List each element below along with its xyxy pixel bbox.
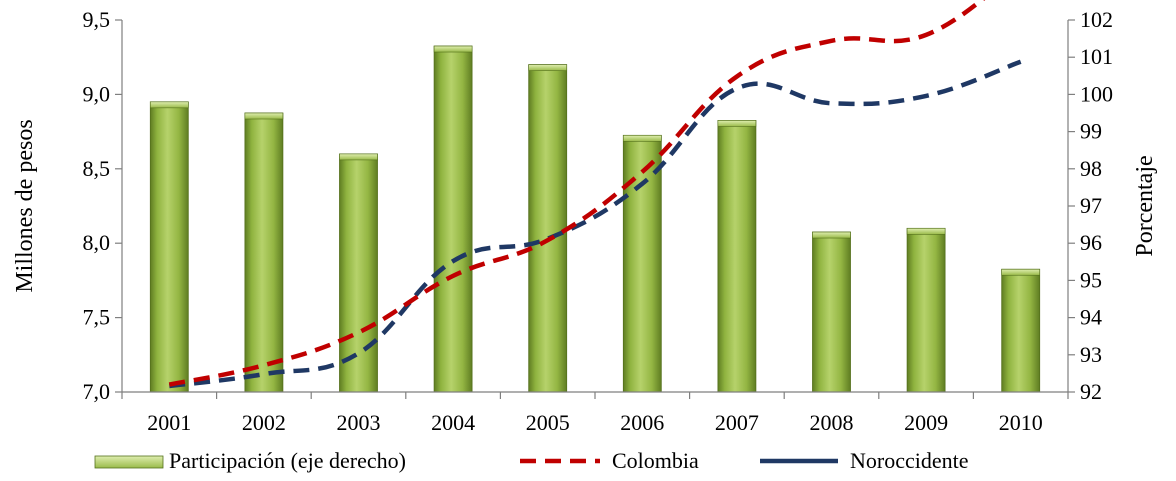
line-noroccidente xyxy=(169,59,1022,389)
x-tick-label: 2005 xyxy=(526,410,570,435)
right-tick-label: 95 xyxy=(1080,267,1102,292)
legend-item-participacion: Participación (eje derecho) xyxy=(94,448,406,473)
legend: Participación (eje derecho) Colombia Noroc… xyxy=(94,448,969,473)
bar-2010 xyxy=(1001,268,1041,393)
x-tick-label: 2006 xyxy=(620,410,664,435)
bar-2009 xyxy=(906,227,946,393)
bar-top xyxy=(528,64,568,71)
bar-2001 xyxy=(149,101,189,393)
x-tick-label: 2001 xyxy=(147,410,191,435)
legend-item-noroccidente: Noroccidente xyxy=(760,448,969,473)
right-tick-label: 102 xyxy=(1080,7,1113,32)
legend-label: Participación (eje derecho) xyxy=(169,448,406,473)
bar-top xyxy=(717,120,757,127)
left-tick-label: 8,5 xyxy=(83,156,111,181)
right-tick-label: 97 xyxy=(1080,193,1102,218)
bar-2004 xyxy=(433,45,473,393)
legend-label: Noroccidente xyxy=(850,448,969,473)
line-colombia xyxy=(168,0,986,387)
x-tick-label: 2002 xyxy=(242,410,286,435)
right-tick-label: 100 xyxy=(1080,81,1113,106)
bar-top xyxy=(433,45,473,53)
bar-body xyxy=(622,134,662,393)
bar-top xyxy=(622,135,662,142)
x-tick-label: 2004 xyxy=(431,410,475,435)
legend-item-colombia: Colombia xyxy=(520,448,699,473)
left-tick-label: 9,0 xyxy=(83,81,111,106)
legend-label: Colombia xyxy=(612,448,699,473)
right-tick-label: 101 xyxy=(1080,44,1113,69)
bar-body xyxy=(717,120,757,393)
right-axis-title: Porcentaje xyxy=(1132,155,1158,256)
x-tick-label: 2008 xyxy=(810,410,854,435)
bar-top xyxy=(812,231,851,239)
right-tick-label: 96 xyxy=(1080,230,1102,255)
bar-2005 xyxy=(528,64,568,393)
bar-body xyxy=(244,112,284,393)
bar-body xyxy=(149,101,189,393)
bar-top xyxy=(906,228,946,235)
bar-top xyxy=(339,153,378,161)
left-tick-label: 9,5 xyxy=(83,7,111,32)
bar-2006 xyxy=(622,134,662,393)
left-tick-label: 7,5 xyxy=(83,305,111,330)
right-tick-label: 92 xyxy=(1080,379,1102,404)
bar-body xyxy=(906,227,946,393)
bar-body xyxy=(812,231,851,393)
axes-layer: 7,0 7,5 8,0 8,5 9,0 9,5 92 93 94 95 96 97 98 99 100 101… xyxy=(12,7,1158,435)
right-tick-label: 93 xyxy=(1080,342,1102,367)
bar-body xyxy=(433,45,473,393)
bar-2003 xyxy=(339,153,378,393)
bar-body xyxy=(339,153,378,393)
bar-2008 xyxy=(812,231,851,393)
bars-layer xyxy=(149,45,1041,393)
right-tick-label: 98 xyxy=(1080,156,1102,181)
left-tick-label: 7,0 xyxy=(83,379,111,404)
left-tick-label: 8,0 xyxy=(83,230,111,255)
lines-layer xyxy=(168,0,1022,389)
bar-body xyxy=(528,64,568,393)
x-tick-label: 2009 xyxy=(904,410,948,435)
bar-2002 xyxy=(244,112,284,393)
bar-2007 xyxy=(717,120,757,393)
x-tick-label: 2010 xyxy=(999,410,1043,435)
bar-top xyxy=(150,101,189,109)
bar-top xyxy=(1001,268,1041,276)
right-tick-label: 99 xyxy=(1080,119,1102,144)
bar-top xyxy=(244,112,284,120)
legend-swatch-bar xyxy=(94,455,164,469)
left-axis-title: Millones de pesos xyxy=(12,119,38,292)
right-tick-label: 94 xyxy=(1080,305,1102,330)
x-tick-label: 2003 xyxy=(337,410,381,435)
bar-body xyxy=(1001,268,1041,393)
x-tick-label: 2007 xyxy=(715,410,759,435)
